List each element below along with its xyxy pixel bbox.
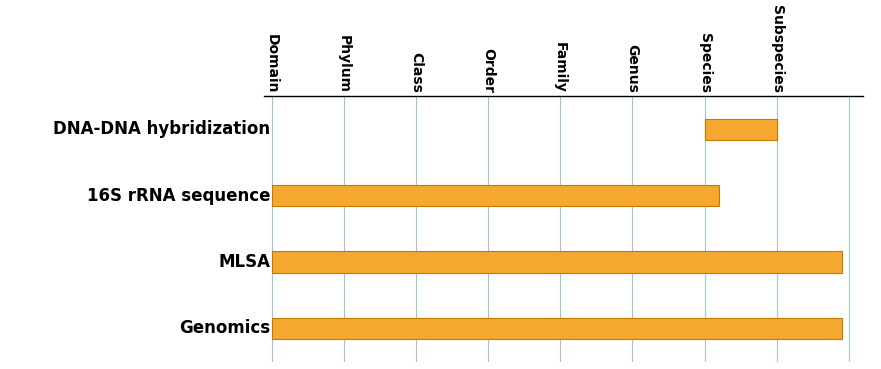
Bar: [705, 118, 777, 140]
Text: Genomics: Genomics: [179, 320, 270, 337]
Bar: [271, 318, 841, 339]
Text: 16S rRNA sequence: 16S rRNA sequence: [86, 187, 270, 204]
Text: MLSA: MLSA: [218, 253, 270, 271]
Bar: [271, 185, 719, 206]
Bar: [271, 251, 841, 273]
Text: DNA-DNA hybridization: DNA-DNA hybridization: [53, 120, 270, 138]
